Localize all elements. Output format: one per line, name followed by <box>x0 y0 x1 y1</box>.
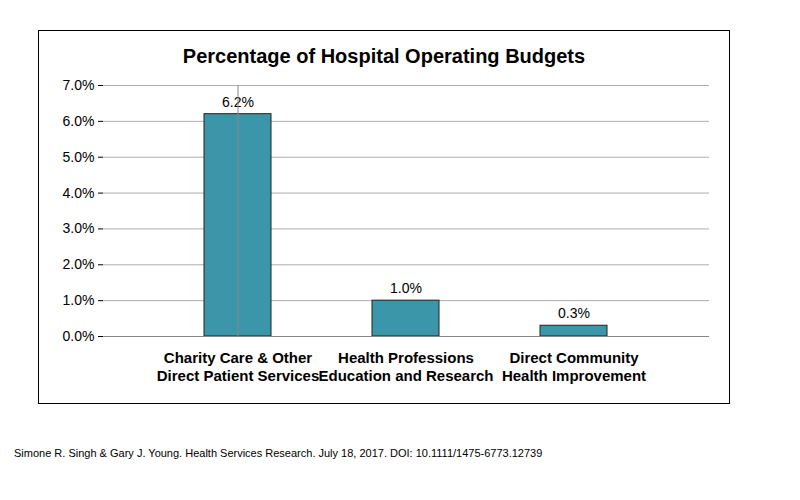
svg-text:1.0%: 1.0% <box>63 292 95 308</box>
svg-text:1.0%: 1.0% <box>390 280 422 296</box>
svg-text:Charity Care & OtherDirect Pat: Charity Care & OtherDirect Patient Servi… <box>157 349 320 384</box>
svg-text:6.0%: 6.0% <box>63 113 95 129</box>
svg-text:6.2%: 6.2% <box>222 93 254 110</box>
html-text:Simone R. Singh & Gary J. Youn: Simone R. Singh & Gary J. Young. Health … <box>14 447 543 459</box>
svg-text:4.0%: 4.0% <box>63 185 95 201</box>
html-text:Percentage of Hospital Operati: Percentage of Hospital Operating Budgets <box>182 45 586 67</box>
svg-text:0.3%: 0.3% <box>558 305 590 321</box>
svg-text:7.0%: 7.0% <box>63 77 95 93</box>
svg-text:Direct CommunityHealth Improve: Direct CommunityHealth Improvement <box>502 349 646 384</box>
svg-text:Health ProfessionsEducation an: Health ProfessionsEducation and Research <box>318 349 493 384</box>
svg-text:0.0%: 0.0% <box>63 328 95 344</box>
svg-text:2.0%: 2.0% <box>63 256 95 272</box>
svg-text:5.0%: 5.0% <box>63 149 95 165</box>
svg-text:3.0%: 3.0% <box>63 220 95 236</box>
